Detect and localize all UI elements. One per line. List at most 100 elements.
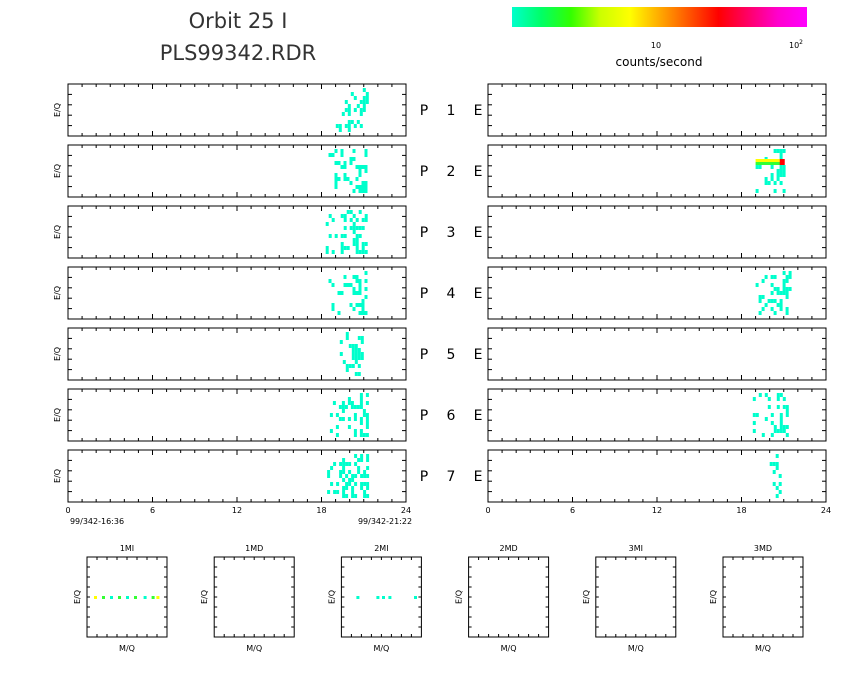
data-cell <box>359 397 363 401</box>
data-cell <box>353 96 357 100</box>
p-number: 2 <box>447 164 456 180</box>
data-cell <box>358 169 362 173</box>
data-cell <box>350 401 354 405</box>
data-cell <box>355 226 359 230</box>
data-cell <box>327 490 331 494</box>
data-cell <box>361 218 365 222</box>
data-cell <box>357 336 361 340</box>
mini-dot <box>414 596 417 599</box>
data-cell <box>779 307 783 311</box>
data-cell <box>345 364 349 368</box>
data-cell <box>755 413 759 417</box>
data-cell <box>782 425 786 429</box>
title-line-2: PLS99342.RDR <box>160 41 317 65</box>
data-cell <box>349 226 353 230</box>
data-cell <box>345 494 349 498</box>
data-cell <box>354 344 358 348</box>
data-cell <box>341 405 345 409</box>
e-panel-1 <box>487 83 827 137</box>
data-cell <box>335 124 339 128</box>
data-cell <box>767 299 771 303</box>
data-cell <box>360 336 364 340</box>
data-cell <box>334 149 338 153</box>
data-cell <box>348 462 352 466</box>
data-cell <box>358 210 362 214</box>
data-cell <box>772 462 776 466</box>
e-label: E <box>474 225 483 241</box>
data-cell <box>359 124 363 128</box>
colorbar-tick-100: 102 <box>789 39 803 50</box>
data-cell <box>358 279 362 283</box>
data-cell <box>773 181 777 185</box>
mini-ylabel: E/Q <box>455 590 464 604</box>
data-cell <box>358 283 362 287</box>
data-cell <box>341 401 345 405</box>
data-cell <box>776 393 780 397</box>
data-cell <box>366 494 370 498</box>
data-cell <box>337 311 341 315</box>
data-cell <box>776 405 780 409</box>
data-cell <box>347 108 351 112</box>
data-cell <box>779 169 783 173</box>
data-cell <box>327 470 331 474</box>
data-cell <box>355 242 359 246</box>
data-cell <box>357 364 361 368</box>
data-cell <box>355 279 359 283</box>
data-cell <box>337 291 341 295</box>
data-cell <box>770 433 774 437</box>
data-cell <box>362 88 366 92</box>
data-cell <box>353 429 357 433</box>
data-cell <box>776 287 780 291</box>
data-cell <box>782 405 786 409</box>
data-cell <box>761 279 765 283</box>
data-cell <box>770 165 774 169</box>
data-cell <box>328 234 332 238</box>
data-cell <box>361 226 365 230</box>
data-cell <box>362 108 366 112</box>
data-cell <box>779 299 783 303</box>
x-start-label: 99/342-16:36 <box>70 517 124 526</box>
data-cell <box>349 157 353 161</box>
data-cell <box>773 299 777 303</box>
data-cell <box>328 214 332 218</box>
data-cell <box>342 486 346 490</box>
data-cell <box>343 275 347 279</box>
data-cell <box>361 246 365 250</box>
data-cell <box>360 454 364 458</box>
data-cell <box>761 433 765 437</box>
data-cell <box>775 486 779 490</box>
mini-panel-2md: 2MD E/Q M/Q <box>455 544 550 653</box>
data-cell <box>360 482 364 486</box>
mini-dot <box>94 596 97 599</box>
data-cell <box>779 429 783 433</box>
data-cell <box>773 189 777 193</box>
mini-dot <box>110 596 113 599</box>
data-cell <box>364 165 368 169</box>
data-cell <box>355 234 359 238</box>
data-cell <box>357 466 361 470</box>
data-cell <box>344 405 348 409</box>
data-cell <box>364 295 368 299</box>
data-cell <box>342 490 346 494</box>
data-cell <box>347 104 351 108</box>
mini-xlabel: M/Q <box>755 644 771 653</box>
data-cell <box>773 429 777 433</box>
data-cell <box>340 291 344 295</box>
data-cell <box>354 348 358 352</box>
data-cell <box>782 397 786 401</box>
data-cell <box>352 238 356 242</box>
mini-dot <box>388 596 392 599</box>
data-cell <box>351 344 355 348</box>
data-cell <box>355 303 359 307</box>
p-number: 6 <box>447 408 456 424</box>
mini-ylabel: E/Q <box>73 590 82 604</box>
data-cell <box>334 161 338 165</box>
row-label-2: P 2 E <box>420 164 483 180</box>
data-cell <box>347 417 351 421</box>
data-cell <box>351 364 355 368</box>
data-cell <box>340 246 344 250</box>
data-cell <box>340 234 344 238</box>
x-tick-label: 0 <box>485 506 490 515</box>
data-cell <box>357 348 361 352</box>
mini-dot <box>356 596 360 599</box>
